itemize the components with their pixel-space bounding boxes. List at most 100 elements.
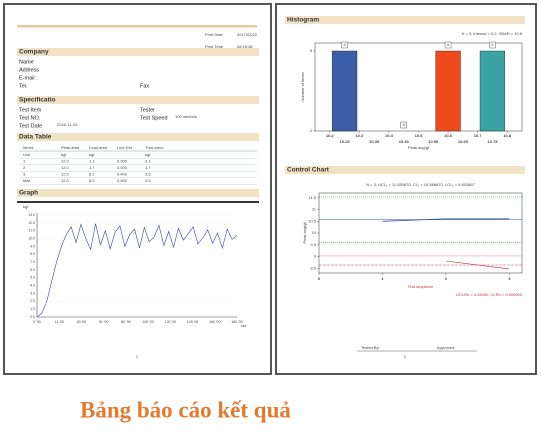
x-tick-label: 61 '00 <box>99 320 108 324</box>
x-tick-label: 10.65 <box>458 139 469 144</box>
table-cell: 3 <box>23 172 26 177</box>
count-box <box>341 41 348 49</box>
table-cell: 12.0 <box>61 172 70 177</box>
hist-bar <box>435 50 461 132</box>
table-cell: 0.900 <box>117 159 128 164</box>
x-tick-label: 10.5 <box>415 133 424 138</box>
table-cell: Max <box>23 178 31 183</box>
x-tick-label: 0 '00 <box>33 320 41 324</box>
x-tick-label: 3 <box>508 276 511 281</box>
y-tick-label: 12.0 <box>28 221 35 225</box>
table-cell: 1.7 <box>145 165 151 170</box>
table-header: Line Def. <box>117 145 133 150</box>
section-bar <box>285 16 525 24</box>
x-tick-label: 10.25 <box>340 139 351 144</box>
count-box <box>400 121 407 129</box>
section-heading: Data Table <box>19 134 52 141</box>
table-cell: 3.1 <box>145 159 151 164</box>
x-tick-label: 100 '00 <box>142 320 153 324</box>
x-tick-label: 10.4 <box>385 133 394 138</box>
x-tick-label: 10.35 <box>369 139 380 144</box>
section-heading: Company <box>19 49 49 56</box>
y-tick-label: 5 <box>310 48 313 53</box>
caption: Bảng báo cáo kết quả <box>80 397 291 422</box>
field-label: Test NO. <box>19 115 41 121</box>
table-cell: 0.400 <box>117 172 128 177</box>
count-label: 5 <box>343 42 346 47</box>
table-header: Peak.area <box>61 145 80 150</box>
count-label: 0 <box>403 122 406 127</box>
print-date-label: Print Date <box>205 32 224 37</box>
y-tick-label: 6.0 <box>30 268 35 272</box>
y-tick-label: 9 <box>314 254 317 259</box>
control-stats: N = 3, UCL₁ = 11.530670, CL₁ = 10.566670… <box>366 182 475 187</box>
section-bar <box>17 189 259 197</box>
y-tick-label: 8.0 <box>30 252 35 256</box>
y-tick-label: 10.0 <box>28 236 35 240</box>
x-tick-label: 140 '00 <box>187 320 198 324</box>
y-tick-label: 11 <box>312 207 317 212</box>
table-header: Load.area <box>89 145 108 150</box>
y-unit: kgf <box>23 204 29 209</box>
x-tick-label: 10.3 <box>355 133 364 138</box>
header-rule <box>17 25 257 28</box>
x-tick-label: 0 <box>318 276 321 281</box>
section-heading: Histogram <box>287 17 319 24</box>
field-value: 2016-11-24 <box>57 122 78 127</box>
table-cell: 12.0 <box>61 178 70 183</box>
x-tick-label: 160 '00 <box>209 320 220 324</box>
field-label: Test Speed <box>140 115 168 121</box>
section-bar <box>17 48 259 56</box>
field-label: Name <box>19 59 34 65</box>
y-tick-label: 11.5 <box>309 195 317 200</box>
x-axis-label: Peak avg/gf <box>408 145 430 150</box>
x-tick-label: 40 '00 <box>77 320 86 324</box>
y-tick-label: 1.0 <box>30 307 35 311</box>
y-tick-label: 2.0 <box>30 299 35 303</box>
section-heading: Control Chart <box>287 167 330 174</box>
section-bar <box>17 133 259 141</box>
section-bar <box>285 166 525 174</box>
x-tick-label: 120 '00 <box>165 320 176 324</box>
section-bar <box>17 96 259 104</box>
table-cell: 1.7 <box>89 165 95 170</box>
table-cell: Unit <box>23 152 31 157</box>
print-time-label: Print Time <box>205 44 224 49</box>
x-unit: sec <box>241 324 247 328</box>
y-tick-label: 11.0 <box>28 229 35 233</box>
y-tick-label: 5.0 <box>30 276 35 280</box>
y-tick-label: 8.5 <box>310 265 316 270</box>
table-cell: 3.6 <box>145 172 151 177</box>
field-label: E-mail : <box>19 75 38 81</box>
x-series <box>382 218 510 222</box>
print-date: 2017/02/22 <box>237 32 258 37</box>
count-box <box>489 41 496 49</box>
field-value: 100 mm/min <box>175 114 197 119</box>
hist-stats: K = 3, Interval = 0.2, XBAR = 10.6 <box>462 31 523 36</box>
table-cell: 2 <box>23 165 26 170</box>
field-label: Test Date <box>19 123 42 129</box>
x-tick-label: 10.45 <box>399 139 410 144</box>
table-cell: 12.0 <box>61 165 70 170</box>
field-label: Fax <box>140 83 149 89</box>
x-tick-label: 1 <box>381 276 384 281</box>
table-header: Item/L <box>23 145 35 150</box>
table-cell: kgf <box>61 152 67 157</box>
graph-top-bar <box>17 201 259 203</box>
x-tick-label: 10.8 <box>503 133 512 138</box>
y-tick-label: 3.0 <box>30 291 35 295</box>
y-tick-label: 10.5 <box>308 218 317 223</box>
x-tick-label: 180 '00 <box>231 320 242 324</box>
table-header: Thru-travo <box>145 145 164 150</box>
field-label: Address <box>19 67 39 73</box>
y-tick-label: 4.0 <box>30 284 35 288</box>
hist-bar <box>479 50 506 132</box>
table-cell: 0.400 <box>117 178 128 183</box>
y-tick-label: 0 <box>310 128 313 133</box>
x-tick-label: 2 <box>445 276 448 281</box>
rn-stats: UCLRn = 1.28000, CLRn = 0.600000 <box>456 292 523 297</box>
y-axis-label: Number of times <box>300 72 305 101</box>
signature-label: Tested By: <box>361 345 380 350</box>
page-number: 2 <box>404 354 407 359</box>
